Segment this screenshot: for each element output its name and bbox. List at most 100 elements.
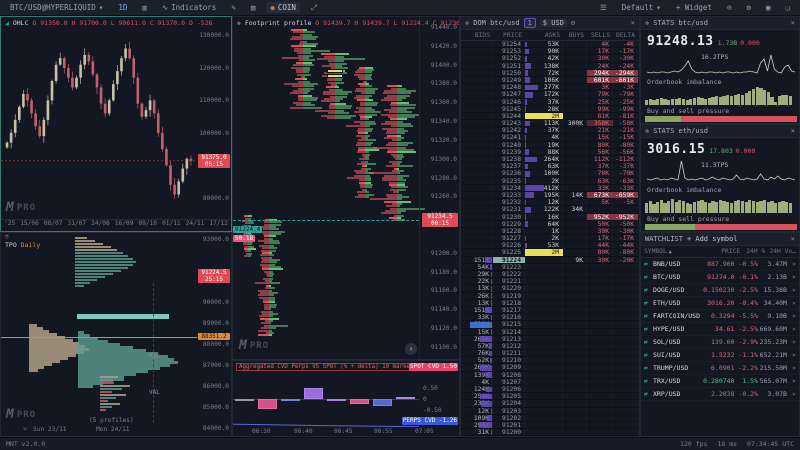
watchlist-row[interactable]: ⇄ SOL/USD 139.60 -2.9% 235.23M × — [641, 336, 799, 349]
currency-toggle[interactable]: $ USD — [539, 19, 567, 27]
dom-ladder[interactable]: 91254 53K 4K -4K 91253 90K 17K -17K 91252 42K 30K -… — [461, 41, 639, 436]
timeframe-button[interactable]: 1D — [118, 3, 128, 12]
dom-row[interactable]: 54K 91223 — [461, 264, 639, 271]
dom-row[interactable]: 91253 90K 17K -17K — [461, 48, 639, 56]
cvd-panel[interactable]: Aggregated CVD Perps VS SPOT (% + delta)… — [232, 360, 460, 437]
watchlist-row[interactable]: ⇄ BTC/USD 91274.0 -0.1% 2.13B × — [641, 271, 799, 284]
stats-eth-panel[interactable]: ❖ STATS eth/usd × 3016.15 17.803 0.000 11.3TPS… — [640, 124, 800, 232]
dom-row[interactable]: 15K 91214 — [461, 329, 639, 336]
remove-symbol-button[interactable]: × — [792, 364, 797, 372]
gear-icon[interactable]: ⚙ — [570, 19, 576, 27]
dom-row[interactable]: 91246 37K 25K -25K — [461, 99, 639, 106]
dom-row[interactable]: 91245 28K 99K -99K — [461, 106, 639, 113]
remove-symbol-button[interactable]: × — [792, 325, 797, 333]
watchlist-row[interactable]: ⇄ FARTCOIN/USD 0.3294 -5.5% 9.10B × — [641, 310, 799, 323]
tpo-panel[interactable]: TPO Daily ◔ POC VAL 93000.0 90000.0 89000.0… — [0, 232, 232, 437]
footprint-chart[interactable]: 91224.4 50.18 — [233, 17, 425, 359]
dom-row[interactable]: 22K 91221 — [461, 278, 639, 286]
dom-row[interactable]: 91241 4K 15K -15K — [461, 134, 639, 142]
ohlc-price-axis[interactable]: 130000.0 120000.0 110000.0 100000.0 80000.0 9… — [197, 17, 231, 217]
dom-row[interactable]: 91232 12K 5K -5K — [461, 199, 639, 207]
candlestick-chart[interactable] — [1, 17, 197, 217]
watchlist-row[interactable]: ⇄ SUI/USD 1.5232 -1.1% 652.21M × — [641, 349, 799, 362]
dom-row[interactable]: 139K 91208 — [461, 372, 639, 379]
remove-symbol-button[interactable]: × — [792, 377, 797, 385]
dom-row[interactable]: 91229 64K 50K -50K — [461, 221, 639, 228]
remove-symbol-button[interactable]: × — [792, 338, 797, 346]
chart-type-icon[interactable]: ▥ — [142, 3, 147, 12]
draw-icon[interactable]: ✎ — [231, 3, 236, 12]
watchlist-row[interactable]: ⇄ BNB/USD 887.900 -0.5% 3.47M × — [641, 258, 799, 271]
add-widget-button[interactable]: + Widget — [675, 3, 712, 12]
watchlist-row[interactable]: ⇄ TRUMP/USD 6.0901 -2.2% 215.50M × — [641, 362, 799, 375]
symbol-selector[interactable]: BTC/USD@HYPERLIQUID ▾ — [10, 3, 104, 12]
dom-row[interactable]: 29K 91222 — [461, 271, 639, 279]
dom-row[interactable]: 13K 91218 — [461, 300, 639, 307]
stats-btc-panel[interactable]: ❖ STATS btc/usd × 91248.13 1.73B 0.000 16.2TPS… — [640, 16, 800, 124]
watchlist-row[interactable]: ⇄ TRX/USD 0.280740 1.5% 565.07M × — [641, 375, 799, 388]
indicators-button[interactable]: ∿ Indicators — [161, 3, 217, 12]
dom-panel[interactable]: ❖ DOM btc/usd 1 $ USD ⚙ × BIDS PRICE ASKS B… — [460, 16, 640, 437]
remove-symbol-button[interactable]: × — [792, 390, 797, 398]
dom-row[interactable]: 13K 91220 — [461, 285, 639, 293]
dom-row[interactable]: 91236 100K 70K -70K — [461, 170, 639, 178]
footprint-price-axis[interactable]: 91440.0 91420.0 91400.0 91380.0 91360.0 91340… — [419, 17, 459, 359]
remove-symbol-button[interactable]: × — [792, 312, 797, 320]
dom-row[interactable]: 109K 91202 — [461, 415, 639, 422]
coin-button[interactable]: ◉ COIN — [266, 2, 300, 13]
add-symbol-button[interactable]: + Add symbol — [686, 235, 738, 243]
dom-row[interactable]: 91230 16K 952K -952K — [461, 213, 639, 221]
dom-row[interactable]: 238K91204 — [461, 400, 639, 408]
folder-icon[interactable]: ▤ — [250, 3, 256, 12]
fullscreen-icon[interactable]: ⤢ — [310, 2, 317, 12]
dom-row[interactable]: 151K 91217 — [461, 307, 639, 315]
dom-row[interactable]: 91226 53K 44K -44K — [461, 242, 639, 250]
remove-symbol-button[interactable]: × — [792, 260, 797, 268]
close-icon[interactable]: × — [630, 19, 635, 27]
dom-row[interactable]: 91227 2K 17K -17K — [461, 235, 639, 243]
dom-row[interactable]: 124K 91206 — [461, 386, 639, 394]
dom-row[interactable]: 57K 91212 — [461, 343, 639, 351]
dom-row[interactable]: 265K91213 — [461, 336, 639, 343]
screenshot-icon[interactable]: ⊙ — [726, 3, 732, 12]
dom-row[interactable]: 91239 88K 56K -56K — [461, 149, 639, 156]
layout-selector[interactable]: Default ▾ — [621, 3, 661, 12]
watchlist-row[interactable]: ⇄ HYPE/USD 34.61 -2.5% 669.60M × — [641, 323, 799, 336]
dom-row[interactable]: 26K 91219 — [461, 293, 639, 300]
dom-row[interactable]: 91250 72K 294K -294K — [461, 69, 639, 77]
watchlist-row[interactable]: ⇄ XRP/USD 2.2038 -0.2% 3.07B × — [641, 388, 799, 401]
dom-row[interactable]: 269K91209 — [461, 364, 639, 372]
dom-row[interactable]: 91249 106K 601K -601K — [461, 76, 639, 85]
chat-icon[interactable]: ❏ — [785, 3, 790, 12]
dom-row[interactable]: 91247 172K 79K -79K — [461, 91, 639, 99]
watchlist-tab[interactable]: WATCHLIST — [645, 235, 683, 243]
gear-icon[interactable]: ⚙ — [746, 3, 751, 12]
dom-row[interactable]: 151K 91224 9K 30K -20K — [461, 256, 639, 264]
dom-row[interactable]: 91231 122K 34K — [461, 206, 639, 214]
tpo-price-axis[interactable]: 93000.0 90000.0 89000.0 88000.0 87000.0 86000… — [197, 233, 231, 432]
remove-symbol-button[interactable]: × — [792, 299, 797, 307]
remove-symbol-button[interactable]: × — [792, 286, 797, 294]
dom-row[interactable]: 91243 113K 300K 358K -58K — [461, 120, 639, 128]
remove-symbol-button[interactable]: × — [792, 273, 797, 281]
dom-row[interactable]: 4K 91207 — [461, 379, 639, 386]
dom-row[interactable]: 76K 91211 — [461, 350, 639, 358]
dom-row[interactable]: 91228 1K 30K -30K — [461, 228, 639, 236]
ohlc-date-axis[interactable]: '25 15/06 08/07 31/07 24/08 16/09 09/10 01/11 24… — [1, 219, 231, 230]
dom-row[interactable]: 52K 91210 — [461, 357, 639, 365]
dom-row[interactable]: 91225 2M 80K -80K — [461, 249, 639, 257]
dom-row[interactable]: 254K91205 — [461, 393, 639, 401]
watchlist-row[interactable]: ⇄ ETH/USD 3016.20 -0.4% 34.40M × — [641, 297, 799, 310]
dom-row[interactable]: 91233 195K 14K 673K -659K — [461, 191, 639, 200]
close-icon[interactable]: × — [790, 19, 795, 27]
tick-group-selector[interactable]: 1 — [523, 18, 536, 28]
dom-row[interactable]: 91248 277K 3K -3K — [461, 84, 639, 92]
dom-row[interactable]: 91251 138K 24K -24K — [461, 63, 639, 70]
dom-row[interactable]: 33K 91216 — [461, 314, 639, 322]
dom-row[interactable]: 91240 19K 80K -80K — [461, 142, 639, 149]
remove-symbol-button[interactable]: × — [792, 351, 797, 359]
dom-row[interactable]: 91242 37K 21K -21K — [461, 127, 639, 135]
ohlc-chart-panel[interactable]: ◢ OHLC O 91350.0 H 91700.0 L 90611.0 C 9… — [0, 16, 232, 232]
collapse-button[interactable]: › — [405, 343, 417, 355]
watchlist-panel[interactable]: WATCHLIST + Add symbol × SYMBOL ▲ PRICE 24H… — [640, 232, 800, 437]
